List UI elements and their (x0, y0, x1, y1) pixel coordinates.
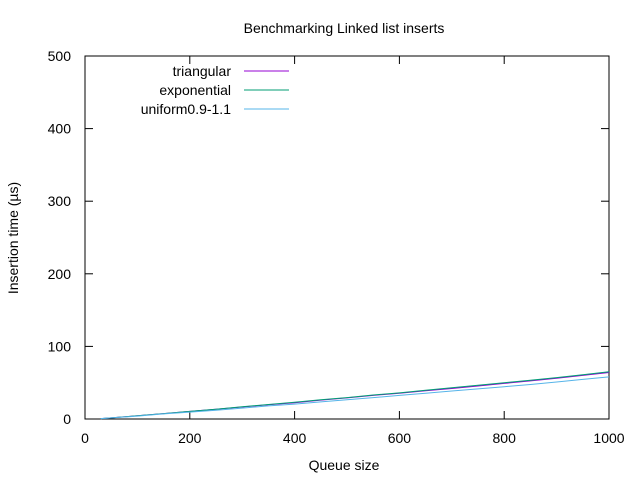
x-tick-label: 200 (178, 430, 202, 446)
y-tick-label: 300 (48, 193, 72, 209)
y-tick-label: 100 (48, 338, 72, 354)
y-tick-label: 400 (48, 121, 72, 137)
series-line-triangular (100, 372, 610, 420)
x-tick-label: 1000 (593, 430, 624, 446)
y-tick-label: 0 (63, 411, 71, 427)
y-tick-label: 200 (48, 266, 72, 282)
series-line-exponential (100, 371, 610, 420)
axis-ticks: 0 200 400 600 800 1000 0 100 200 300 400 500 (48, 48, 625, 446)
legend-label: triangular (173, 63, 232, 79)
x-tick-label: 600 (388, 430, 412, 446)
x-tick-label: 0 (81, 430, 89, 446)
series-lines (100, 371, 610, 420)
plot-border (84, 55, 610, 420)
legend-label: exponential (159, 82, 231, 98)
y-axis-label: Insertion time (µs) (5, 182, 21, 294)
legend: triangular exponential uniform0.9-1.1 (141, 63, 289, 117)
legend-label: uniform0.9-1.1 (141, 101, 231, 117)
x-tick-label: 400 (283, 430, 307, 446)
series-line-uniform0-9-1-1 (100, 376, 610, 420)
x-axis-label: Queue size (309, 457, 380, 473)
y-tick-label: 500 (48, 48, 72, 64)
chart-title: Benchmarking Linked list inserts (244, 20, 445, 36)
x-tick-label: 800 (493, 430, 517, 446)
plot-frame (84, 55, 610, 420)
